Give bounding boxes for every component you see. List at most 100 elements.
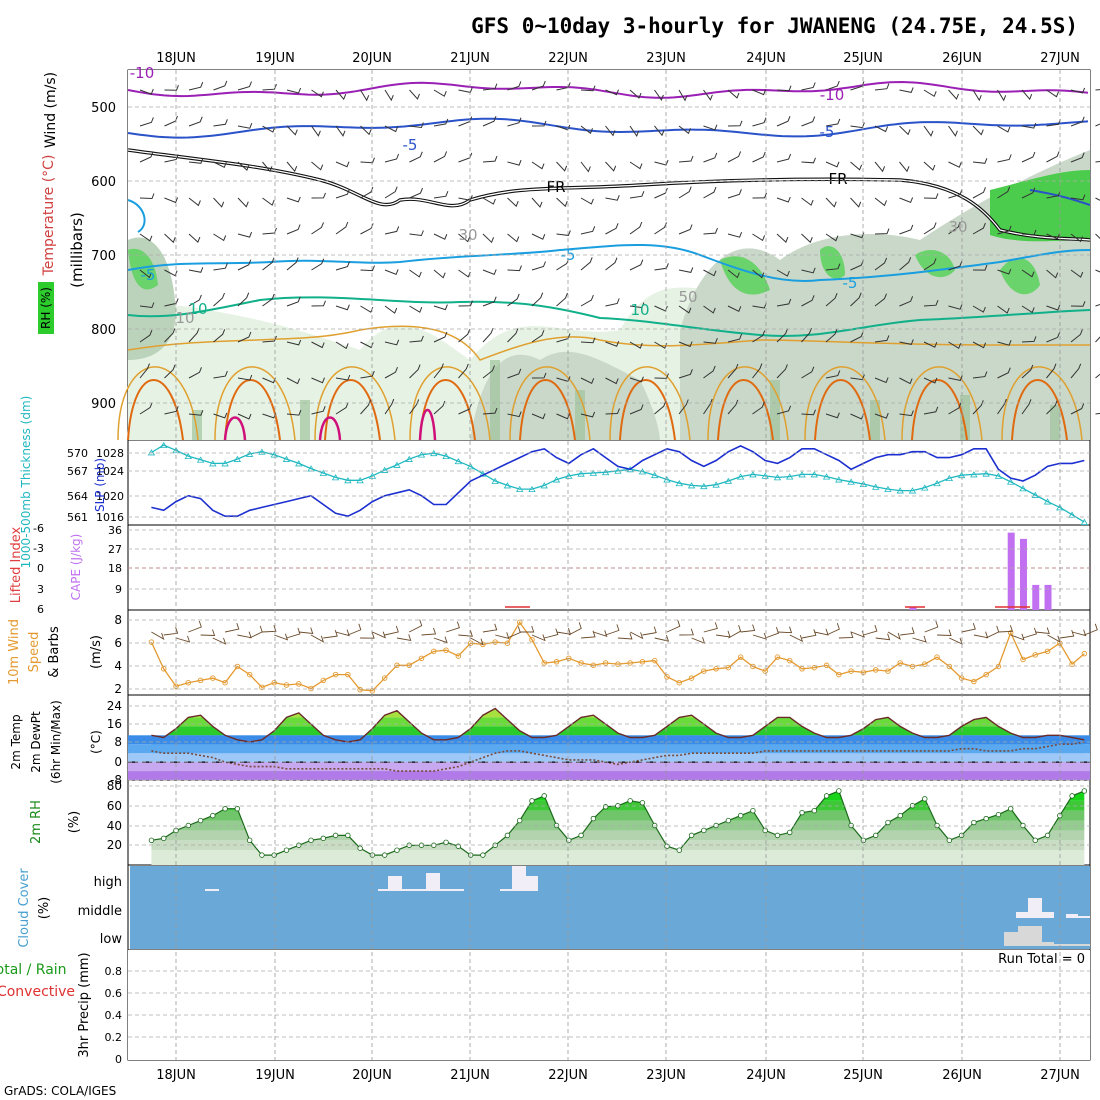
upper-wind-barb	[384, 226, 400, 235]
rh-band-3	[151, 820, 1085, 831]
thickness-ytick-1: 567	[67, 465, 88, 478]
thickness-point	[565, 472, 573, 479]
upper-wind-barb	[433, 118, 449, 127]
upper-wind-barb	[1021, 336, 1037, 343]
wind-barb	[1022, 627, 1037, 639]
upper-wind-barb	[678, 369, 693, 379]
upper-wind-barb	[164, 154, 179, 163]
upper-wind-barb	[1046, 363, 1057, 379]
upper-wind-barb	[213, 80, 228, 91]
rh-point	[946, 837, 953, 844]
thickness-point	[356, 477, 364, 484]
rh-point	[799, 809, 805, 816]
upper-wind-barb	[335, 374, 351, 381]
upper-wind-barb	[262, 227, 277, 235]
upper-wind-barb	[335, 261, 350, 271]
upper-wind-barb	[433, 191, 449, 199]
wind-barb	[863, 624, 878, 636]
contour-label-3: -5	[820, 123, 835, 141]
contour-label-10: 10	[630, 301, 649, 319]
wind-speed-point	[418, 655, 425, 662]
upper-wind-barb	[188, 327, 200, 343]
upper-wind-barb	[384, 305, 398, 314]
upper-wind-barb	[703, 269, 717, 277]
upper-wind-barb	[531, 292, 544, 307]
upper-wind-barb	[874, 377, 889, 384]
upper-wind-barb	[507, 368, 522, 379]
wind-speed-point	[197, 677, 204, 684]
upper-wind-barb	[139, 330, 153, 343]
upper-wind-barb	[727, 151, 742, 163]
upper-wind-barb	[531, 197, 543, 208]
precip-ylabel-convective: Convective	[0, 984, 75, 1000]
wind-speed-point	[320, 677, 327, 684]
upper-wind-barb	[801, 157, 816, 164]
upper-wind-barb	[899, 377, 913, 385]
cloud-block-9	[1016, 912, 1028, 918]
cloud-block-19	[1066, 944, 1078, 946]
upper-wind-barb	[629, 302, 645, 309]
wind-barb	[1035, 627, 1050, 635]
upper-wind-barb	[311, 406, 326, 415]
thickness-point	[196, 456, 205, 463]
warm-arch-outer-0	[117, 366, 199, 441]
upper-wind-barb	[1095, 373, 1100, 379]
rh-point	[664, 843, 670, 849]
upper-wind-barb	[948, 375, 963, 381]
wind-barb	[298, 627, 314, 635]
rh-point	[1069, 793, 1075, 799]
upper-wind-barb	[654, 89, 664, 101]
precip-ytick-2: 0.4	[105, 1009, 123, 1022]
day-label-bottom-3: 21JUN	[450, 1068, 490, 1083]
upper-wind-barb	[776, 405, 792, 415]
upper-wind-barb	[1046, 269, 1059, 279]
wind-speed-point	[811, 664, 818, 671]
upper-wind-barb	[580, 85, 596, 92]
wind-barb	[629, 631, 644, 640]
upper-wind-barb	[556, 161, 568, 172]
rh-point	[701, 827, 707, 834]
upper-wind-barb	[433, 363, 444, 379]
upper-wind-barb	[409, 399, 420, 415]
rh-column-4	[770, 380, 780, 440]
upper-wind-barb	[801, 366, 815, 379]
wind-barb	[666, 620, 681, 633]
upper-wind-barb	[654, 401, 667, 415]
upper-wind-barb	[311, 125, 321, 137]
upper-wind-barb	[139, 151, 154, 163]
thickness-point	[945, 474, 954, 482]
thickness-point	[147, 449, 156, 456]
cloud-block-7	[512, 866, 526, 891]
upper-wind-barb	[1095, 160, 1100, 163]
thickness-point	[528, 485, 536, 492]
upper-wind-barb	[850, 374, 865, 381]
upper-wind-barb	[1095, 336, 1100, 343]
upper-wind-barb	[801, 197, 814, 206]
cloud-block-2	[388, 876, 402, 891]
rh-shading-9	[128, 248, 158, 290]
upper-wind-barb	[629, 89, 642, 99]
day-label-bottom-5: 23JUN	[646, 1068, 686, 1083]
upper-wind-barb	[139, 302, 155, 309]
upper-wind-barb	[997, 89, 1007, 102]
upper-wind-barb	[1046, 151, 1060, 163]
rh-point	[185, 822, 191, 829]
wind-barb	[495, 632, 510, 640]
upper-wind-barb	[752, 151, 766, 163]
upper-wind-barb	[286, 196, 301, 203]
upper-wind-barb	[458, 233, 471, 243]
rh-point	[259, 852, 265, 858]
temp-contour-0	[127, 80, 1089, 99]
wind-speed-point	[406, 662, 412, 669]
warm-arch-outer-8	[901, 366, 983, 441]
slp-ytick-3: 1016	[96, 511, 124, 524]
upper-wind-barb	[237, 331, 252, 343]
upper-wind-barb	[923, 341, 938, 348]
warm-arch-2	[324, 379, 381, 441]
temp-contour-5	[127, 296, 1091, 337]
upper-wind-barb	[360, 223, 374, 235]
thickness-line	[151, 444, 1085, 523]
upper-wind-barb	[237, 197, 249, 208]
upper-wind-barb	[237, 161, 250, 171]
upper-wind-barb	[948, 402, 962, 415]
